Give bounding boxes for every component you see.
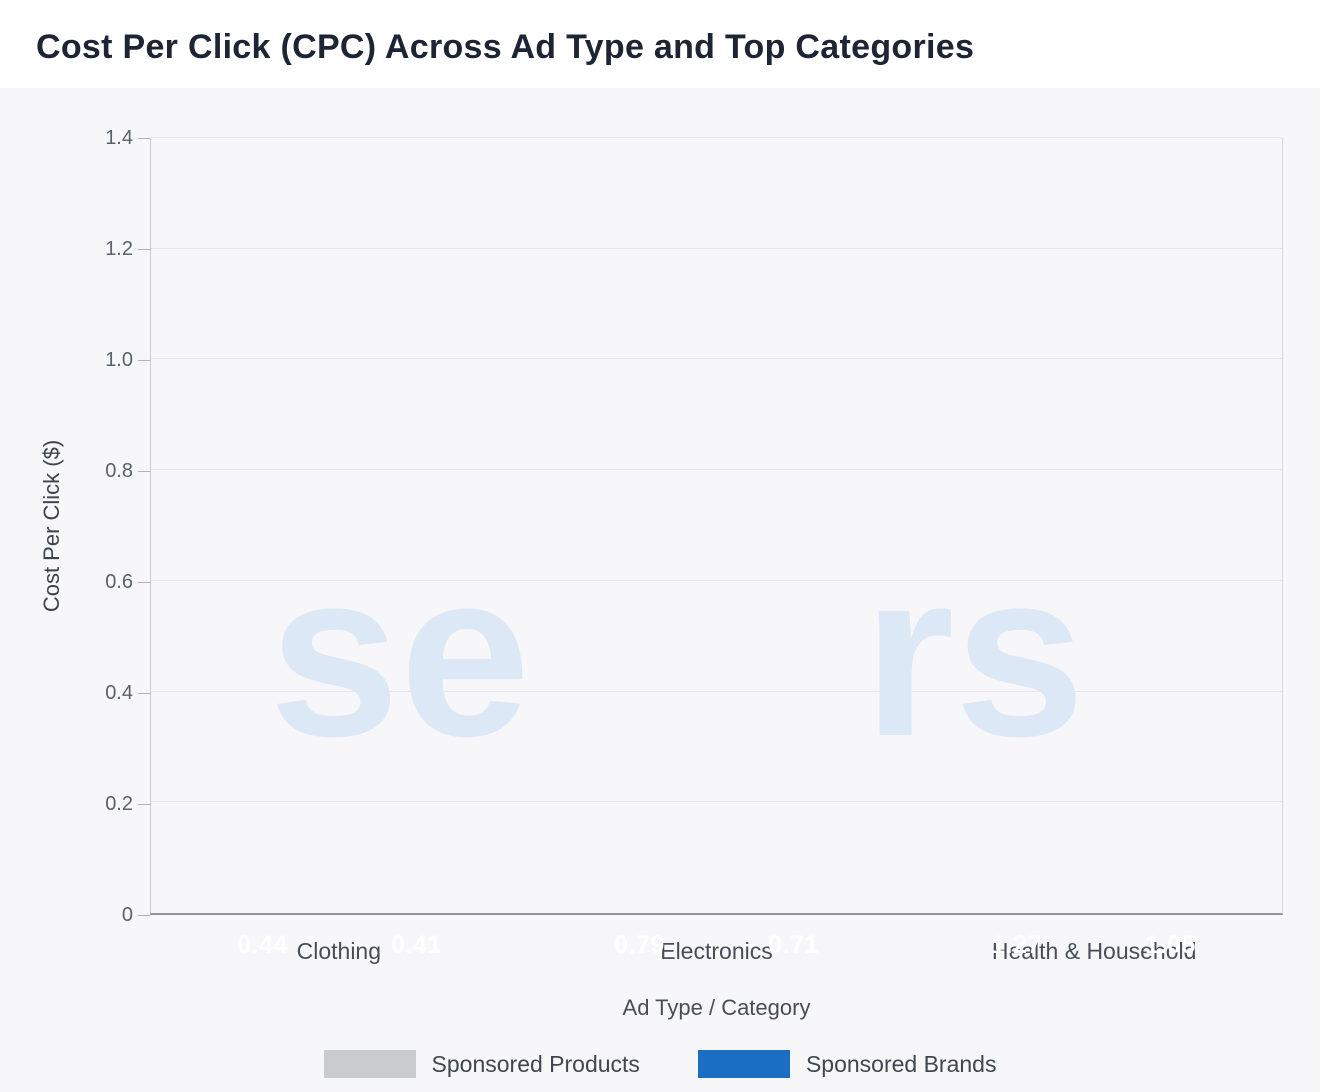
bar-value-label: 1.05 bbox=[1145, 931, 1196, 959]
gridline bbox=[151, 469, 1282, 471]
gridline bbox=[151, 690, 1282, 692]
y-tick-mark bbox=[138, 804, 150, 805]
legend-label: Sponsored Products bbox=[431, 1050, 640, 1077]
y-tick-label: 1.4 bbox=[105, 127, 133, 149]
y-tick-label: 1.0 bbox=[105, 349, 133, 371]
x-category-label: Electronics bbox=[660, 938, 773, 964]
bar-value-label: 1.27 bbox=[991, 931, 1042, 959]
y-tick-label: 0.6 bbox=[105, 571, 133, 593]
bars-row: 0.44 0.41 0.79 0.71 1.27 1.05 bbox=[151, 138, 1282, 959]
chart-background bbox=[0, 88, 1320, 1092]
legend-item-sponsored-brands: Sponsored Brands bbox=[697, 1050, 997, 1078]
legend-item-sponsored-products: Sponsored Products bbox=[323, 1050, 640, 1078]
legend: Sponsored Products Sponsored Brands bbox=[0, 1050, 1320, 1078]
gridline bbox=[151, 247, 1282, 249]
x-category-label: Health & Household bbox=[991, 938, 1197, 964]
legend-swatch bbox=[323, 1050, 416, 1078]
gridline bbox=[151, 801, 1282, 803]
legend-swatch bbox=[697, 1050, 790, 1078]
y-tick-label: 0.8 bbox=[105, 460, 133, 482]
bar-value-label: 0.71 bbox=[768, 931, 819, 959]
y-tick-mark bbox=[138, 360, 150, 361]
bar-value-label: 0.79 bbox=[614, 931, 665, 959]
y-tick-mark bbox=[138, 915, 150, 916]
y-tick-mark bbox=[138, 693, 150, 694]
x-axis-title: Ad Type / Category bbox=[622, 995, 811, 1020]
x-category-label: Clothing bbox=[296, 938, 382, 964]
y-tick-mark bbox=[138, 138, 150, 139]
y-tick-label: 1.2 bbox=[105, 238, 133, 260]
y-tick-mark bbox=[138, 249, 150, 250]
y-tick-label: 0.4 bbox=[105, 682, 133, 704]
gridline bbox=[151, 579, 1282, 581]
y-axis-title: Cost Per Click ($) bbox=[39, 439, 64, 613]
legend-label: Sponsored Brands bbox=[805, 1050, 997, 1077]
gridline bbox=[151, 358, 1282, 360]
bar-value-label: 0.44 bbox=[237, 931, 288, 959]
gridline bbox=[151, 137, 1282, 138]
chart-title: Cost Per Click (CPC) Across Ad Type and … bbox=[36, 28, 975, 66]
plot-area: se rs 0.44 0.41 0.79 0.71 1.27 1.05 bbox=[150, 137, 1283, 959]
y-tick-label: 0 bbox=[121, 904, 133, 926]
y-tick-mark bbox=[138, 471, 150, 472]
bar-value-label: 0.41 bbox=[391, 931, 442, 959]
x-category-labels: Clothing Electronics Health & Household bbox=[150, 938, 1283, 965]
y-tick-mark bbox=[138, 582, 150, 583]
y-tick-label: 0.2 bbox=[105, 793, 133, 815]
